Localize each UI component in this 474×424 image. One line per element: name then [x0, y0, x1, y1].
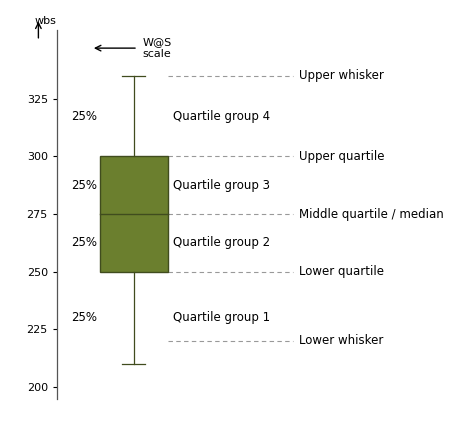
Text: Lower quartile: Lower quartile [299, 265, 383, 278]
Text: Upper whisker: Upper whisker [299, 69, 383, 82]
Bar [100, 156, 168, 272]
Text: 25%: 25% [71, 237, 97, 249]
Text: Middle quartile / median: Middle quartile / median [299, 208, 443, 220]
Text: 25%: 25% [71, 179, 97, 192]
Text: Quartile group 2: Quartile group 2 [173, 237, 271, 249]
Text: Lower whisker: Lower whisker [299, 335, 383, 347]
Text: Quartile group 3: Quartile group 3 [173, 179, 271, 192]
Text: Quartile group 1: Quartile group 1 [173, 311, 271, 324]
Text: wbs: wbs [34, 16, 56, 26]
Text: 25%: 25% [71, 311, 97, 324]
Text: W@S
scale: W@S scale [142, 37, 172, 59]
Text: Quartile group 4: Quartile group 4 [173, 110, 271, 123]
Text: Upper quartile: Upper quartile [299, 150, 384, 163]
Text: 25%: 25% [71, 110, 97, 123]
